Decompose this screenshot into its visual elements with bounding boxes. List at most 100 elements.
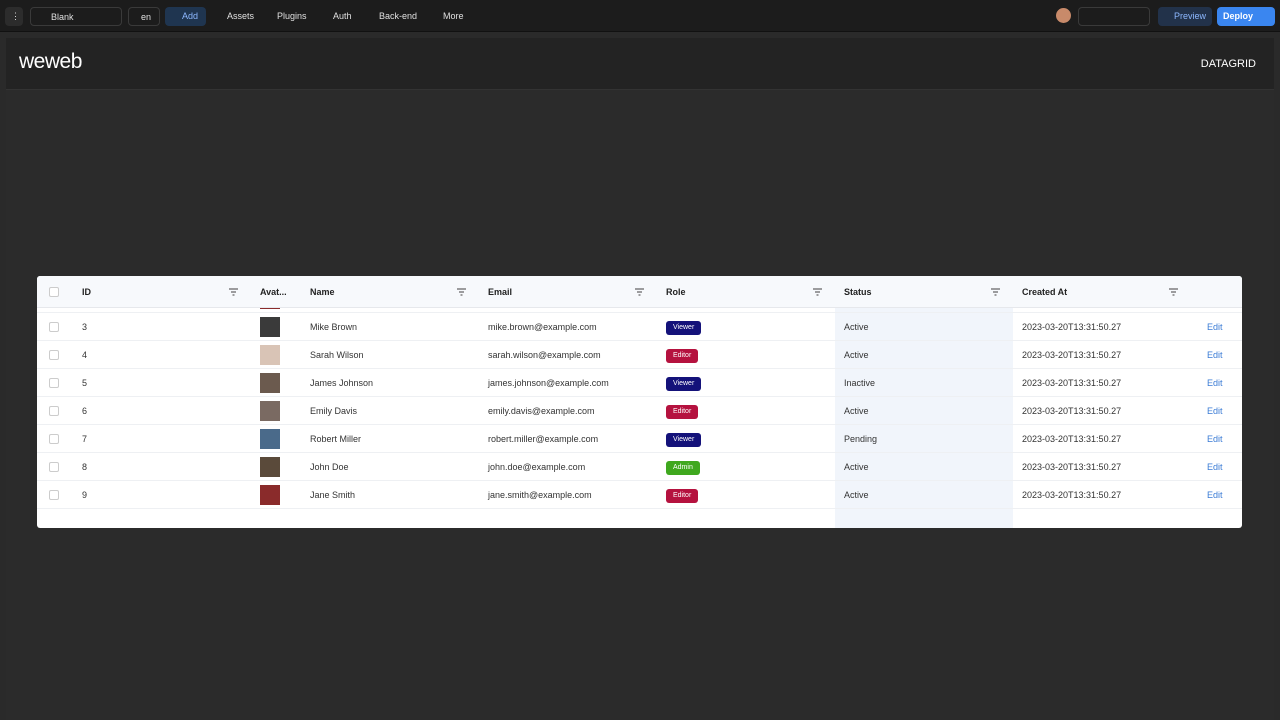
- role-badge: Admin: [666, 460, 700, 475]
- email-cell: mike.brown@example.com: [488, 322, 597, 332]
- toolbar: ⋮ Blank en Add Preview Deploy Assets Plug…: [0, 0, 1280, 32]
- user-avatar[interactable]: [1056, 8, 1071, 23]
- role-cell: Viewer: [666, 425, 702, 453]
- table-row: 4 Sarah Wilson sarah.wilson@example.com Edi…: [37, 341, 1242, 369]
- page-select[interactable]: Blank: [30, 7, 122, 26]
- role-badge: Editor: [666, 488, 699, 503]
- nav-link[interactable]: DATAGRID: [1200, 58, 1256, 70]
- row-checkbox[interactable]: [49, 378, 59, 388]
- table-row: 8 John Doe john.doe@example.com Admin Active…: [37, 453, 1242, 481]
- id-cell: 8: [82, 462, 88, 472]
- avatar: [260, 485, 280, 505]
- filter-icon: [1169, 288, 1178, 296]
- name-cell: Emily Davis: [310, 406, 358, 416]
- status-cell: Active: [844, 462, 869, 472]
- email-cell: emily.davis@example.com: [488, 406, 595, 416]
- select-all[interactable]: [49, 287, 59, 297]
- avatar: [260, 457, 280, 477]
- role-badge: Viewer: [666, 432, 702, 447]
- avatar: [260, 373, 280, 393]
- role-cell: Editor: [666, 341, 699, 369]
- row-checkbox[interactable]: [49, 490, 59, 500]
- site-header: weweb DATAGRID: [6, 38, 1274, 90]
- device-toggle[interactable]: [1078, 7, 1150, 26]
- filter-button[interactable]: [991, 288, 1000, 296]
- filter-icon: [635, 288, 644, 296]
- id-cell: 6: [82, 406, 88, 416]
- column-header[interactable]: Avat...: [260, 287, 287, 297]
- edit-link[interactable]: Edit: [1207, 462, 1223, 472]
- created-cell: 2023-03-20T13:31:50.27: [1022, 378, 1122, 388]
- table-row: 3 Mike Brown mike.brown@example.com Viewer A…: [37, 313, 1242, 341]
- menu-item[interactable]: Auth: [333, 11, 352, 21]
- edit-link[interactable]: Edit: [1207, 378, 1223, 388]
- preview-button[interactable]: Preview: [1158, 7, 1212, 26]
- edit-link[interactable]: Edit: [1207, 406, 1223, 416]
- name-cell: Sarah Wilson: [310, 350, 364, 360]
- filter-button[interactable]: [457, 288, 466, 296]
- id-cell: 9: [82, 490, 88, 500]
- id-cell: 7: [82, 434, 88, 444]
- table-row: 2Jane Smithjane.smith@example.comEditorA…: [37, 308, 1242, 313]
- filter-icon: [991, 288, 1000, 296]
- rows: 2Jane Smithjane.smith@example.comEditorA…: [37, 308, 1242, 528]
- role-cell: Viewer: [666, 313, 702, 341]
- menu-item[interactable]: Back-end: [379, 11, 418, 21]
- table-row: 6 Emily Davis emily.davis@example.com Edito…: [37, 397, 1242, 425]
- filter-button[interactable]: [635, 288, 644, 296]
- table-row: 9 Jane Smith jane.smith@example.com Editor A…: [37, 481, 1242, 509]
- filter-button[interactable]: [1169, 288, 1178, 296]
- row-checkbox[interactable]: [49, 434, 59, 444]
- column-header[interactable]: Role: [666, 287, 686, 297]
- avatar: [260, 308, 280, 309]
- role-cell: Editor: [666, 397, 699, 425]
- edit-link[interactable]: Edit: [1207, 434, 1223, 444]
- filter-icon: [229, 288, 238, 296]
- created-cell: 2023-03-20T13:31:50.27: [1022, 350, 1122, 360]
- filter-button[interactable]: [813, 288, 822, 296]
- deploy-label: Deploy: [1223, 11, 1254, 21]
- status-cell: Active: [844, 490, 869, 500]
- column-header[interactable]: Created At: [1022, 287, 1068, 297]
- avatar: [260, 345, 280, 365]
- email-cell: james.johnson@example.com: [488, 378, 609, 388]
- page-name: Blank: [51, 12, 74, 22]
- role-badge: Viewer: [666, 320, 702, 335]
- menu-item[interactable]: Plugins: [277, 11, 307, 21]
- column-header[interactable]: Email: [488, 287, 513, 297]
- edit-link[interactable]: Edit: [1207, 322, 1223, 332]
- name-cell: James Johnson: [310, 378, 374, 388]
- filter-button[interactable]: [229, 288, 238, 296]
- column-header[interactable]: Status: [844, 287, 872, 297]
- id-cell: 5: [82, 378, 88, 388]
- menu-button[interactable]: ⋮: [5, 7, 23, 26]
- logo[interactable]: weweb: [19, 50, 82, 73]
- created-cell: 2023-03-20T13:31:50.27: [1022, 434, 1122, 444]
- role-badge: Viewer: [666, 376, 702, 391]
- status-cell: Active: [844, 322, 869, 332]
- created-cell: 2023-03-20T13:31:50.27: [1022, 322, 1122, 332]
- add-button[interactable]: Add: [165, 7, 206, 26]
- hover-column: [835, 276, 1013, 528]
- avatar: [260, 317, 280, 337]
- lang: en: [141, 12, 152, 22]
- menu-item[interactable]: Assets: [227, 11, 255, 21]
- column-header[interactable]: ID: [82, 287, 91, 297]
- status-cell: Inactive: [844, 378, 876, 388]
- column-header[interactable]: Name: [310, 287, 335, 297]
- row-checkbox[interactable]: [49, 462, 59, 472]
- row-checkbox[interactable]: [49, 350, 59, 360]
- row-checkbox[interactable]: [49, 406, 59, 416]
- filter-icon: [457, 288, 466, 296]
- role-badge: Editor: [666, 348, 699, 363]
- menu-item[interactable]: More: [443, 11, 464, 21]
- row-checkbox[interactable]: [49, 322, 59, 332]
- edit-link[interactable]: Edit: [1207, 350, 1223, 360]
- edit-link[interactable]: Edit: [1207, 490, 1223, 500]
- created-cell: 2023-03-20T13:31:50.27: [1022, 406, 1122, 416]
- lang-select[interactable]: en: [128, 7, 160, 26]
- email-cell: jane.smith@example.com: [488, 490, 592, 500]
- table-row: 5 James Johnson james.johnson@example.com V…: [37, 369, 1242, 397]
- deploy-button[interactable]: Deploy: [1217, 7, 1275, 26]
